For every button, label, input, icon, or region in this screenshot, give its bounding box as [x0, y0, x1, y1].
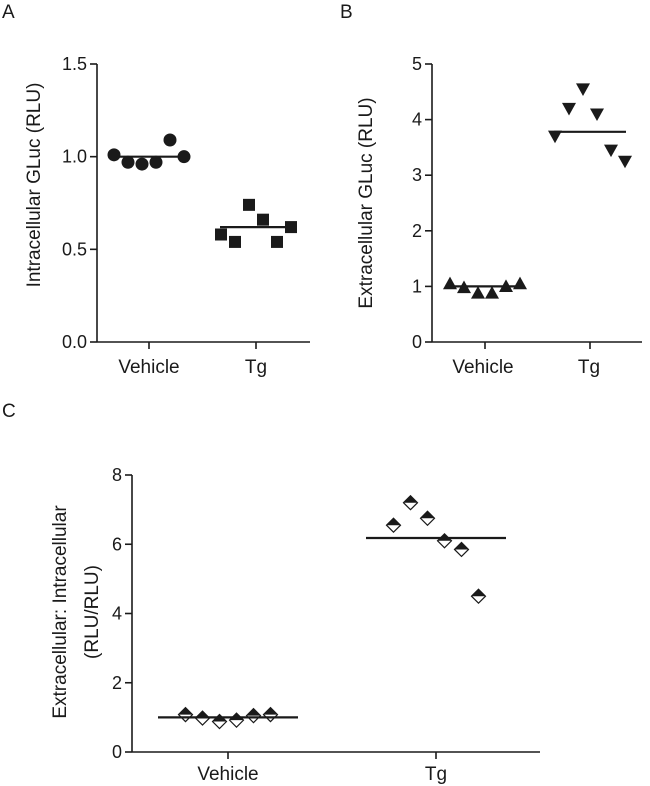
data-point-a-vehicle-2 [121, 155, 135, 169]
data-point-b-tg-2 [562, 102, 576, 116]
data-point-a-vehicle-1 [107, 148, 121, 162]
panel-a-chart: Intracellular GLuc (RLU) Vehicle Tg 0.0 0… [24, 54, 310, 378]
data-point-a-tg-4 [257, 213, 269, 226]
x-tick-label-c-tg: Tg [425, 764, 447, 785]
y-tick-label-b: 2 [412, 221, 422, 241]
y-tick-label-c: 2 [112, 673, 122, 693]
panel-b-chart: Extracellular GLuc (RLU) Vehicle Tg 0 1 2 3… [356, 54, 642, 378]
data-point-a-vehicle-5 [163, 133, 177, 147]
y-tick-label-a: 1.5 [62, 54, 87, 74]
y-tick-label-a: 0.0 [62, 332, 87, 352]
data-point-c-tg-3 [419, 510, 436, 527]
data-point-b-vehicle-3 [471, 286, 485, 299]
x-tick-label-a-tg: Tg [245, 357, 267, 378]
panel-label-b: B [340, 2, 353, 23]
data-point-c-tg-5 [453, 541, 470, 558]
y-tick-label-a: 1.0 [62, 147, 87, 167]
y-tick-label-c: 8 [112, 465, 122, 485]
y-tick-label-b: 1 [412, 276, 422, 296]
y-axis-label-b: Extracellular GLuc (RLU) [356, 97, 377, 308]
data-point-c-vehicle-4 [228, 712, 245, 728]
y-tick-label-a: 0.5 [62, 239, 87, 259]
x-tick-label-a-vehicle: Vehicle [118, 357, 179, 378]
data-point-c-tg-2 [402, 494, 419, 511]
data-point-a-tg-2 [229, 235, 241, 248]
panel-label-c: C [2, 401, 16, 422]
y-tick-label-b: 3 [412, 165, 422, 185]
y-tick-label-c: 0 [112, 742, 122, 762]
y-tick-label-b: 5 [412, 54, 422, 74]
x-tick-label-b-vehicle: Vehicle [452, 357, 513, 378]
data-point-a-tg-5 [271, 235, 283, 248]
data-point-c-tg-4 [436, 532, 453, 549]
y-tick-label-b: 0 [412, 332, 422, 352]
x-tick-label-c-vehicle: Vehicle [197, 764, 258, 785]
y-axis-label-c-line1: Extracellular: Intracellular [50, 505, 71, 719]
y-tick-label-c: 6 [112, 534, 122, 554]
data-point-c-vehicle-5 [245, 707, 262, 724]
data-point-a-tg-3 [243, 198, 255, 211]
data-point-a-vehicle-3 [135, 157, 149, 171]
data-point-c-vehicle-1 [177, 706, 194, 723]
data-point-a-tg-1 [215, 228, 227, 241]
data-point-b-tg-1 [548, 130, 562, 144]
data-point-c-tg-1 [385, 517, 402, 534]
panel-label-a: A [2, 2, 15, 23]
data-point-b-tg-4 [590, 108, 604, 122]
data-point-b-tg-3 [576, 83, 590, 97]
data-point-b-vehicle-4 [485, 286, 499, 299]
data-point-b-tg-6 [618, 155, 632, 169]
data-point-a-vehicle-4 [149, 155, 163, 169]
y-axis-label-a: Intracellular GLuc (RLU) [24, 83, 45, 288]
y-tick-label-b: 4 [412, 110, 422, 130]
y-tick-label-c: 4 [112, 604, 122, 624]
data-point-b-tg-5 [604, 144, 618, 158]
x-tick-label-b-tg: Tg [578, 357, 600, 378]
data-point-c-vehicle-6 [262, 706, 279, 723]
panel-c-chart: Extracellular: Intracellular (RLU/RLU) V… [50, 465, 540, 785]
y-axis-label-c-line2: (RLU/RLU) [82, 565, 103, 659]
data-point-c-tg-6 [470, 588, 487, 605]
